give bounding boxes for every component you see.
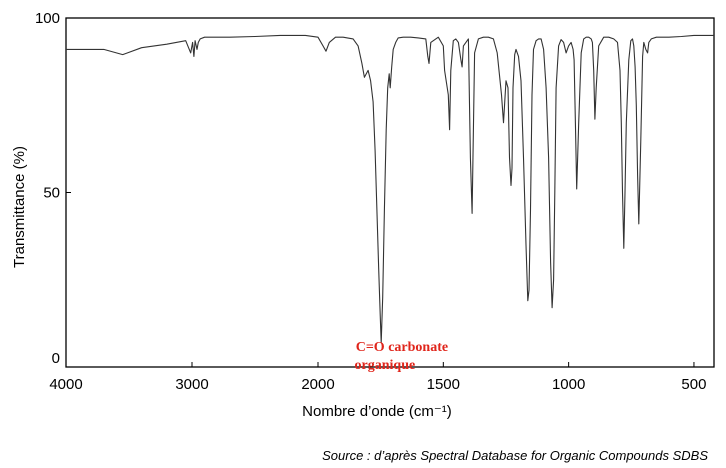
y-axis-ticks [66, 17, 71, 368]
x-tick-label: 4000 [49, 376, 82, 393]
x-tick-label: 1000 [552, 376, 585, 393]
y-axis-title: Transmittance (%) [11, 146, 28, 268]
annotation-carbonyl-line2: organique [355, 358, 416, 373]
x-tick-label: 2000 [301, 376, 334, 393]
x-tick-label: 1500 [427, 376, 460, 393]
x-axis-tick-labels: 4000 3000 2000 1500 1000 500 [49, 376, 706, 393]
plot-area [65, 17, 715, 368]
plot-frame [65, 17, 715, 368]
y-tick-label: 50 [43, 185, 60, 202]
annotation-carbonyl-line1: C=O carbonate [356, 340, 448, 355]
spectrum-line [66, 34, 714, 344]
y-axis-tick-labels: 0 50 100 [35, 10, 60, 367]
x-axis-title: Nombre d’onde (cm⁻¹) [302, 403, 452, 420]
x-tick-label: 3000 [175, 376, 208, 393]
y-tick-label: 0 [52, 350, 60, 367]
source-note: Source : d’après Spectral Database for O… [322, 448, 708, 463]
y-tick-label: 100 [35, 10, 60, 27]
x-tick-label: 500 [681, 376, 706, 393]
x-axis-ticks [65, 362, 695, 367]
